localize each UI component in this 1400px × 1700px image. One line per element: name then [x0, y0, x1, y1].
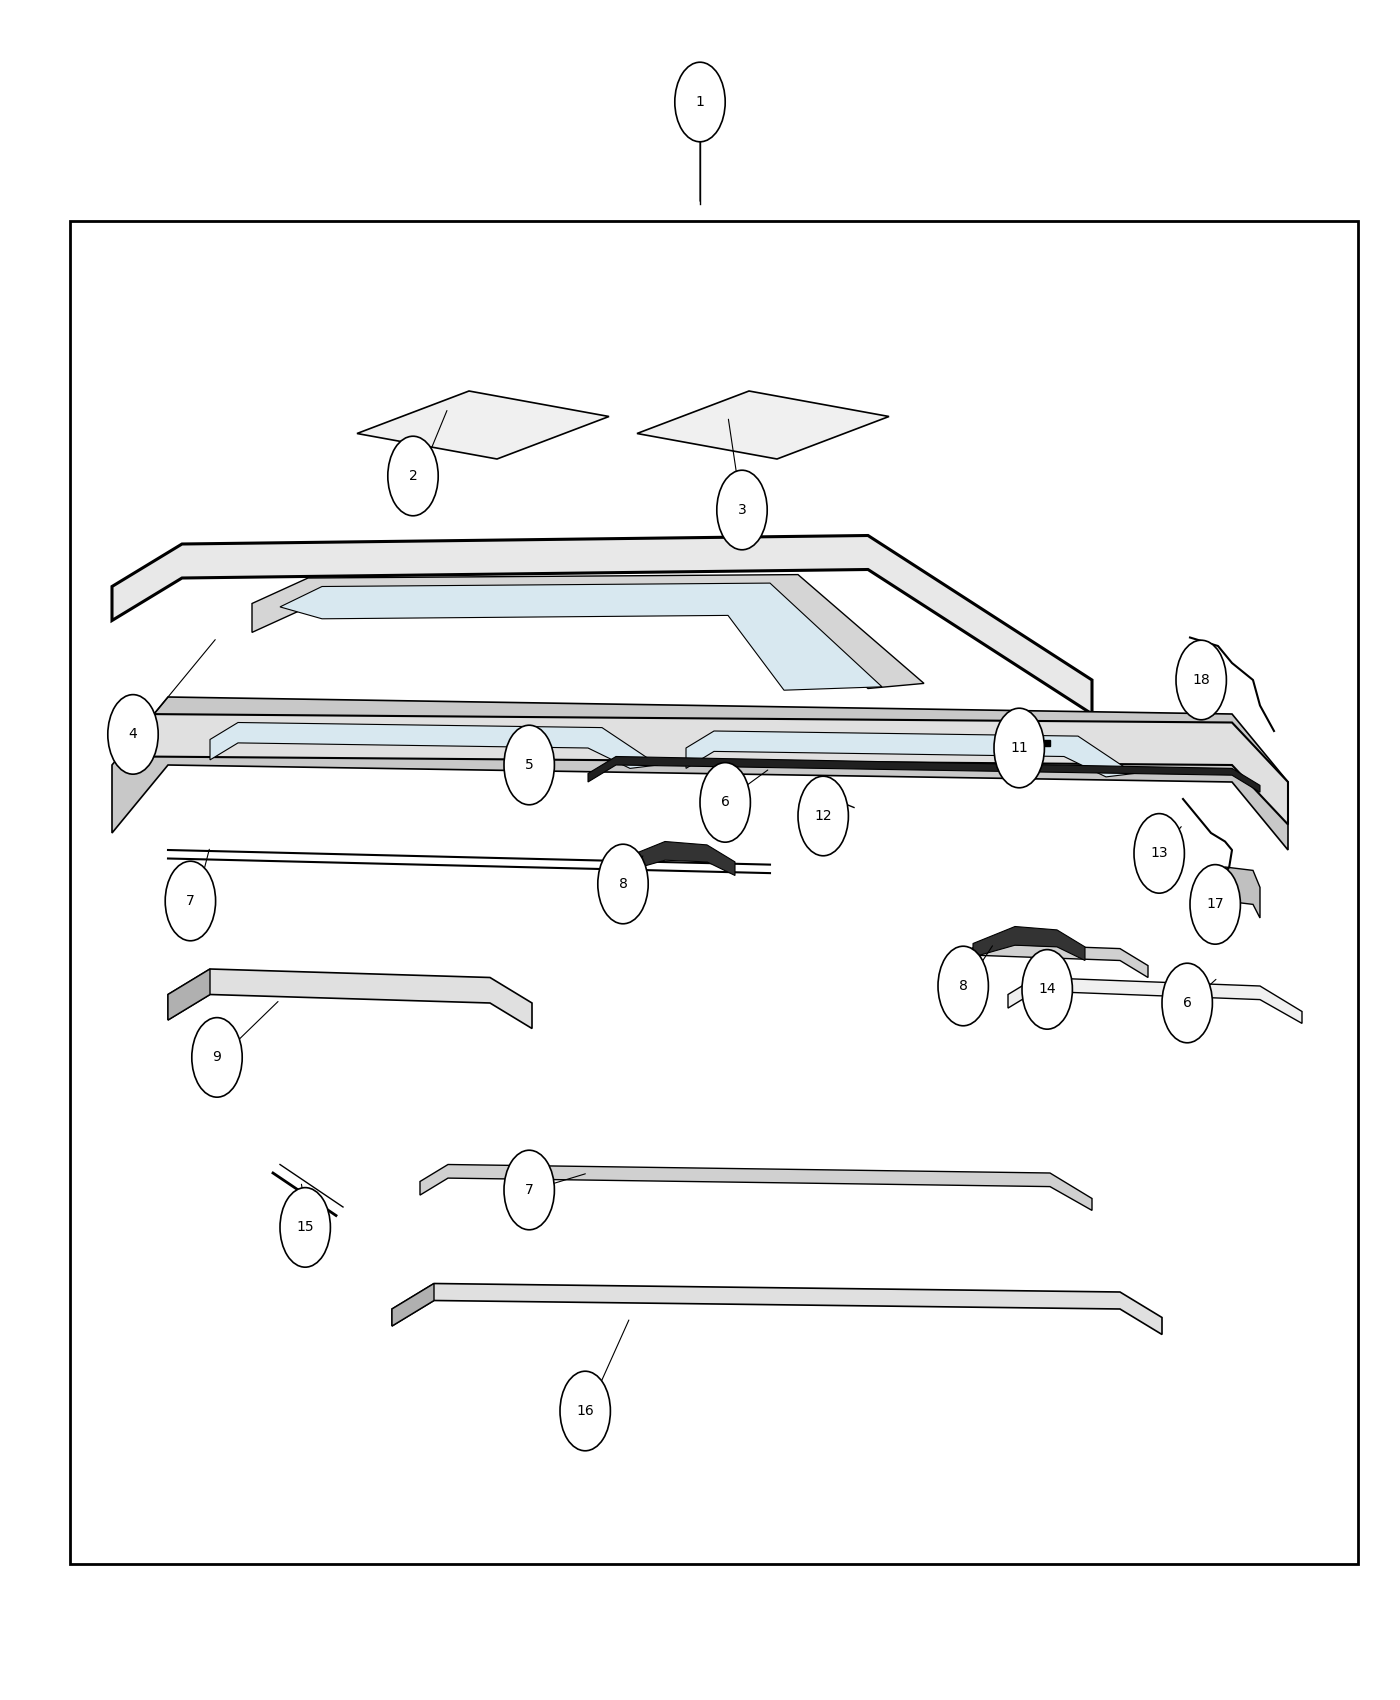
Ellipse shape — [938, 947, 988, 1025]
Text: 7: 7 — [525, 1183, 533, 1197]
Ellipse shape — [388, 437, 438, 515]
Text: 3: 3 — [738, 503, 746, 517]
Polygon shape — [280, 583, 882, 690]
Ellipse shape — [798, 777, 848, 855]
Polygon shape — [686, 731, 1134, 777]
Polygon shape — [210, 722, 658, 768]
Text: 13: 13 — [1151, 847, 1168, 860]
Text: 17: 17 — [1207, 898, 1224, 911]
Polygon shape — [973, 927, 1085, 960]
Ellipse shape — [700, 763, 750, 842]
Polygon shape — [112, 536, 1092, 714]
Ellipse shape — [280, 1188, 330, 1266]
Text: 6: 6 — [721, 796, 729, 809]
Text: 8: 8 — [619, 877, 627, 891]
Text: 7: 7 — [186, 894, 195, 908]
Ellipse shape — [165, 862, 216, 940]
Polygon shape — [420, 1164, 1092, 1210]
Text: 16: 16 — [577, 1404, 594, 1418]
Ellipse shape — [1190, 865, 1240, 944]
Ellipse shape — [504, 1151, 554, 1229]
Text: 1: 1 — [696, 95, 704, 109]
Polygon shape — [252, 575, 924, 688]
Ellipse shape — [598, 845, 648, 923]
Text: 12: 12 — [815, 809, 832, 823]
Polygon shape — [168, 969, 532, 1028]
Text: 4: 4 — [129, 728, 137, 741]
Ellipse shape — [504, 726, 554, 804]
Ellipse shape — [560, 1372, 610, 1450]
Ellipse shape — [1134, 814, 1184, 892]
Polygon shape — [357, 391, 609, 459]
Ellipse shape — [675, 63, 725, 141]
Polygon shape — [588, 756, 1260, 792]
Polygon shape — [112, 697, 1288, 850]
Polygon shape — [1218, 867, 1260, 918]
Text: 8: 8 — [959, 979, 967, 993]
Ellipse shape — [1162, 964, 1212, 1042]
Ellipse shape — [1022, 950, 1072, 1028]
Ellipse shape — [108, 695, 158, 774]
Polygon shape — [392, 1284, 1162, 1334]
Polygon shape — [1008, 977, 1302, 1023]
Ellipse shape — [1176, 641, 1226, 719]
Text: 14: 14 — [1039, 983, 1056, 996]
Polygon shape — [392, 1284, 434, 1326]
Polygon shape — [168, 969, 210, 1020]
Polygon shape — [637, 391, 889, 459]
Polygon shape — [952, 944, 1148, 978]
Text: 2: 2 — [409, 469, 417, 483]
Ellipse shape — [717, 471, 767, 549]
Text: 5: 5 — [525, 758, 533, 772]
Text: 11: 11 — [1011, 741, 1028, 755]
Polygon shape — [623, 842, 735, 876]
Text: 6: 6 — [1183, 996, 1191, 1010]
Text: 15: 15 — [297, 1221, 314, 1234]
Text: 18: 18 — [1193, 673, 1210, 687]
Polygon shape — [140, 714, 1288, 824]
Ellipse shape — [192, 1018, 242, 1096]
FancyBboxPatch shape — [70, 221, 1358, 1564]
Text: 9: 9 — [213, 1051, 221, 1064]
Ellipse shape — [994, 709, 1044, 787]
